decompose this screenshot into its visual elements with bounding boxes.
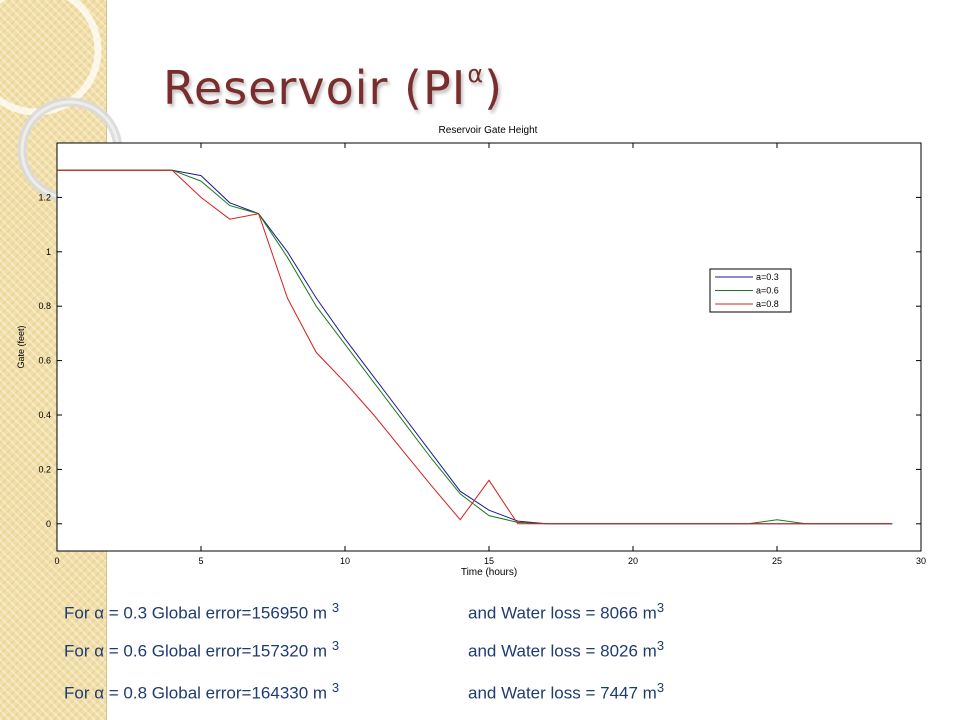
chart-title: Reservoir Gate Height — [439, 125, 538, 136]
x-tick-label: 5 — [198, 556, 203, 566]
slide-title-close: ) — [484, 61, 504, 115]
y-tick-label: 0 — [46, 519, 51, 529]
chart-legend: a=0.3 a=0.6 a=0.8 — [709, 268, 792, 313]
x-tick-label: 25 — [772, 556, 782, 566]
water-loss-text-wrap: and Water loss = 8026 m3 — [468, 638, 664, 662]
water-loss-unit-exponent: 3 — [656, 600, 665, 615]
series-line-a=0.8 — [57, 169, 893, 525]
water-loss-text: and Water loss = 8066 m — [468, 603, 657, 623]
x-tick-label: 30 — [916, 556, 926, 566]
slide-title: Reservoir (PIα) — [163, 60, 503, 115]
global-error-unit-exponent: 3 — [331, 680, 340, 695]
result-line-alpha-0-3: For α = 0.3 Global error=156950 m 3 and … — [64, 600, 664, 624]
global-error-text: For α = 0.6 Global error=157320 m — [64, 641, 332, 661]
y-tick-label: 0.2 — [38, 464, 51, 474]
slide-title-alpha: α — [467, 60, 485, 88]
slide-title-text: Reservoir (PI — [163, 61, 467, 115]
x-tick-label: 15 — [484, 556, 494, 566]
water-loss-text: and Water loss = 8026 m — [468, 641, 657, 661]
y-tick-label: 0.6 — [38, 356, 51, 366]
legend-label: a=0.6 — [756, 286, 779, 296]
legend-label: a=0.3 — [756, 272, 779, 282]
result-line-alpha-0-6: For α = 0.6 Global error=157320 m 3 and … — [64, 638, 664, 662]
water-loss-text-wrap: and Water loss = 8066 m3 — [468, 600, 664, 624]
y-tick-label: 0.4 — [38, 410, 51, 420]
axis-ticks: 0 5 10 15 20 25 30 0 0.2 0.4 0.6 0.8 1 1.2 — [38, 143, 926, 566]
global-error-text: For α = 0.8 Global error=164330 m — [64, 683, 332, 703]
plot-area-frame — [56, 142, 922, 552]
x-tick-label: 10 — [340, 556, 350, 566]
global-error-text: For α = 0.3 Global error=156950 m — [64, 603, 332, 623]
result-line-alpha-0-8: For α = 0.8 Global error=164330 m 3 and … — [64, 680, 664, 704]
y-axis-label: Gate (feet) — [16, 325, 26, 368]
water-loss-unit-exponent: 3 — [656, 638, 665, 653]
global-error-unit-exponent: 3 — [331, 600, 340, 615]
water-loss-text: and Water loss = 7447 m — [468, 683, 657, 703]
y-tick-label: 0.8 — [38, 301, 51, 311]
x-tick-label: 0 — [54, 556, 59, 566]
y-tick-label: 1.2 — [38, 192, 51, 202]
gate-height-chart: Reservoir Gate Height 0 5 10 15 20 25 30 0 0.2 0.… — [16, 125, 926, 578]
y-tick-label: 1 — [46, 247, 51, 257]
water-loss-text-wrap: and Water loss = 7447 m3 — [468, 680, 664, 704]
x-axis-label: Time (hours) — [461, 567, 517, 578]
x-tick-label: 20 — [628, 556, 638, 566]
series-lines — [57, 169, 893, 525]
water-loss-unit-exponent: 3 — [656, 680, 665, 695]
legend-label: a=0.8 — [756, 299, 779, 309]
global-error-unit-exponent: 3 — [331, 638, 340, 653]
